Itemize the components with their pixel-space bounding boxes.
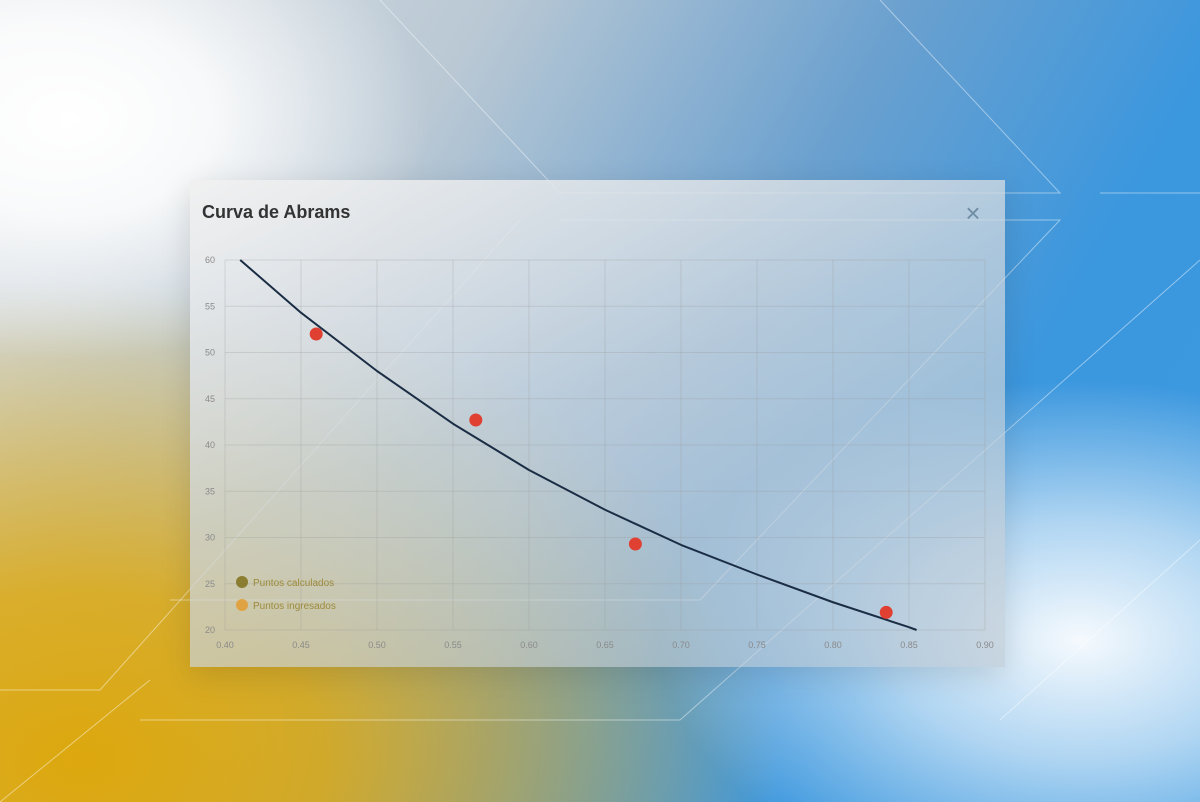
x-tick-label: 0.45 [292, 640, 310, 650]
y-tick-label: 40 [205, 440, 215, 450]
y-tick-label: 50 [205, 348, 215, 358]
legend-swatch-calculated [236, 576, 248, 588]
x-tick-label: 0.50 [368, 640, 386, 650]
x-tick-label: 0.85 [900, 640, 918, 650]
x-axis-ticks: 0.40 0.45 0.50 0.55 0.60 0.65 0.70 0.75 0.80 0.85… [216, 640, 994, 650]
y-tick-label: 45 [205, 394, 215, 404]
x-tick-label: 0.80 [824, 640, 842, 650]
y-tick-label: 55 [205, 301, 215, 311]
legend-label-entered: Puntos ingresados [253, 601, 336, 612]
y-tick-label: 60 [205, 255, 215, 265]
chart-series [239, 259, 917, 631]
legend-label-calculated: Puntos calculados [253, 578, 334, 589]
data-point-entered[interactable] [309, 327, 323, 341]
legend-swatch-entered [236, 599, 248, 611]
chart-svg: 0.40 0.45 0.50 0.55 0.60 0.65 0.70 0.75 0.80 0.85… [205, 255, 994, 650]
close-icon[interactable]: × [965, 198, 981, 228]
page-title: Curva de Abrams [202, 202, 351, 222]
y-tick-label: 35 [205, 486, 215, 496]
y-tick-label: 25 [205, 579, 215, 589]
y-tick-label: 20 [205, 625, 215, 635]
chart-dialog: 0.40 0.45 0.50 0.55 0.60 0.65 0.70 0.75 0.80 0.85… [190, 180, 1005, 667]
legend: Puntos calculados Puntos ingresados [236, 576, 336, 612]
data-point-entered[interactable] [628, 537, 642, 551]
y-axis-ticks: 20 25 30 35 40 45 50 55 60 [205, 255, 215, 635]
x-tick-label: 0.55 [444, 640, 462, 650]
x-tick-label: 0.75 [748, 640, 766, 650]
data-point-entered[interactable] [879, 605, 893, 619]
chart-grid [224, 259, 986, 631]
x-tick-label: 0.40 [216, 640, 234, 650]
legend-item-entered[interactable]: Puntos ingresados [236, 599, 336, 612]
x-tick-label: 0.60 [520, 640, 538, 650]
series-line-calculated [239, 259, 917, 631]
legend-item-calculated[interactable]: Puntos calculados [236, 576, 334, 589]
y-tick-label: 30 [205, 533, 215, 543]
data-point-entered[interactable] [469, 413, 483, 427]
x-tick-label: 0.65 [596, 640, 614, 650]
x-tick-label: 0.90 [976, 640, 994, 650]
x-tick-label: 0.70 [672, 640, 690, 650]
